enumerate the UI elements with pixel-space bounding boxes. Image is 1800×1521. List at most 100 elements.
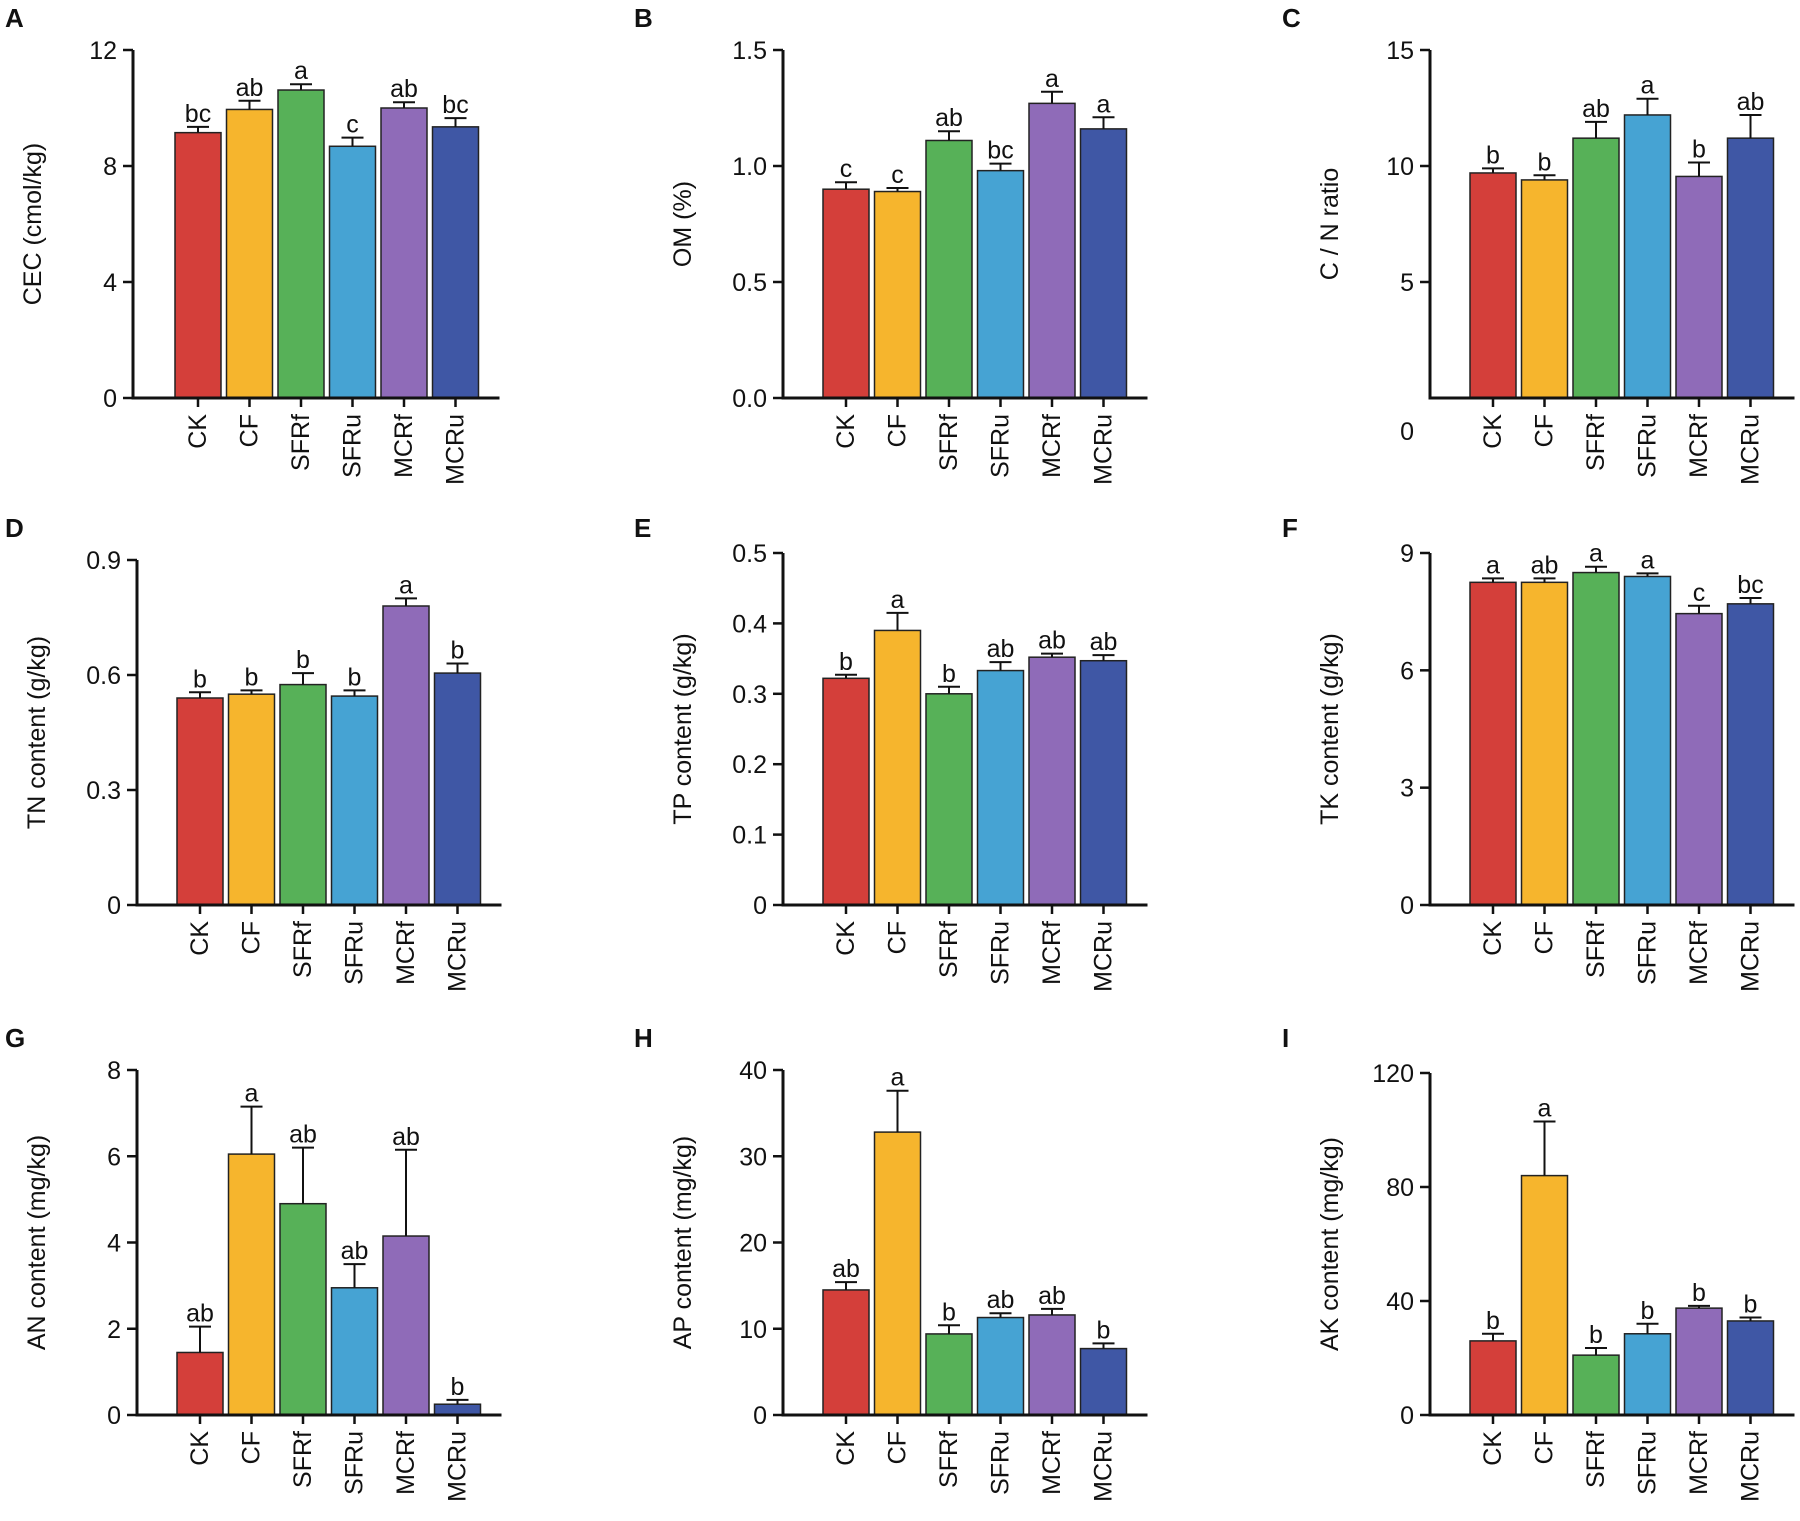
y-tick-label-d-3: 0.9 (86, 547, 121, 575)
y-tick-label-i-2: 80 (1386, 1174, 1414, 1202)
sig-letter-c-sfrf: ab (1582, 95, 1610, 123)
sig-letter-f-sfrf: a (1589, 540, 1603, 568)
chart-e: b CK a CF b SFRf ab SFRu ab MCRf ab MCRu 0 0.1 0.2 0.3 0… (669, 540, 1148, 992)
chart-a: bc CK ab CF a SFRf c SFRu ab MCRf bc MCRu 0 4 8 12 CEC (… (19, 37, 500, 485)
bar-a-sfrf (277, 89, 325, 399)
bar-a-ck (174, 131, 222, 399)
category-label-h-sfru: SFRu (987, 1431, 1015, 1495)
error-bar-a-mcrf (393, 101, 415, 108)
error-bar-d-cf (240, 689, 263, 695)
y-axis-title-c: C / N ratio (1316, 168, 1344, 281)
bar-e-cf (873, 629, 922, 906)
error-bar-i-mcrf (1688, 1304, 1710, 1309)
category-label-g-mcrf: MCRf (392, 1431, 420, 1495)
category-label-g-mcru: MCRu (444, 1431, 472, 1502)
sig-letter-d-cf: b (245, 663, 259, 691)
error-bar-e-ck (835, 673, 857, 679)
bar-i-mcru (1726, 1320, 1775, 1416)
error-bar-f-mcrf (1688, 604, 1710, 614)
panel-d-letter: D (5, 513, 24, 543)
sig-letter-d-mcru: b (451, 637, 465, 665)
y-tick-label-e-4: 0.4 (732, 610, 767, 638)
y-tick-label-e-3: 0.3 (732, 681, 767, 709)
y-axis-title-e: TP content (g/kg) (669, 633, 697, 824)
error-bar-h-sfrf (938, 1324, 960, 1334)
error-bar-d-mcrf (395, 597, 417, 606)
category-label-g-ck: CK (186, 1431, 214, 1466)
sig-letter-b-mcrf: a (1045, 65, 1059, 93)
error-bar-c-ck (1482, 167, 1504, 173)
category-label-c-mcrf: MCRf (1685, 414, 1713, 478)
bar-d-mcrf (382, 605, 430, 906)
bar-f-cf (1520, 581, 1569, 906)
category-label-e-sfrf: SFRf (935, 921, 963, 978)
sig-letter-f-ck: a (1486, 551, 1500, 579)
category-label-e-mcru: MCRu (1090, 921, 1118, 992)
bar-b-ck (822, 188, 870, 399)
category-label-i-mcrf: MCRf (1685, 1431, 1713, 1495)
y-tick-label-g-3: 6 (107, 1143, 121, 1171)
sig-letter-e-mcrf: ab (1038, 627, 1066, 655)
y-axis-title-d: TN content (g/kg) (23, 636, 51, 829)
error-bar-e-sfru (989, 661, 1012, 671)
bar-f-sfrf (1572, 571, 1620, 906)
category-label-a-sfru: SFRu (339, 414, 367, 478)
sig-letter-c-mcru: ab (1737, 88, 1765, 116)
category-label-b-sfrf: SFRf (935, 414, 963, 471)
category-label-i-sfrf: SFRf (1582, 1431, 1610, 1488)
error-bar-g-cf (240, 1105, 263, 1155)
sig-letter-c-sfru: a (1641, 72, 1655, 100)
error-bar-c-cf (1533, 174, 1556, 180)
error-bar-b-mcrf (1041, 90, 1063, 104)
bar-f-mcrf (1675, 612, 1723, 906)
sig-letter-i-sfrf: b (1589, 1321, 1603, 1349)
y-tick-label-g-2: 4 (107, 1230, 121, 1258)
error-bar-i-cf (1533, 1120, 1556, 1176)
y-tick-label-b-1: 0.5 (732, 269, 767, 297)
error-bar-h-mcru (1092, 1342, 1115, 1349)
sig-letter-e-sfru: ab (987, 635, 1015, 663)
error-bar-c-mcrf (1688, 161, 1710, 177)
y-tick-label-c-2: 15 (1386, 37, 1414, 65)
y-tick-label-i-1: 40 (1386, 1288, 1414, 1316)
sig-letter-i-mcru: b (1744, 1291, 1758, 1319)
bar-h-ck (822, 1289, 870, 1416)
error-bar-b-sfru (989, 162, 1012, 171)
panel-i-letter: I (1282, 1023, 1289, 1053)
sig-letter-h-mcru: b (1097, 1316, 1111, 1344)
y-tick-label-e-5: 0.5 (732, 540, 767, 568)
bar-d-mcru (433, 672, 482, 906)
bar-d-sfrf (279, 683, 327, 906)
sig-letter-f-sfru: a (1641, 546, 1655, 574)
sig-letter-b-mcru: a (1097, 90, 1111, 118)
error-bar-b-mcru (1092, 116, 1115, 129)
category-label-c-ck: CK (1479, 414, 1507, 449)
sig-letter-e-mcru: ab (1090, 628, 1118, 656)
sig-letter-e-cf: a (891, 586, 905, 614)
category-label-i-sfru: SFRu (1634, 1431, 1662, 1495)
error-bar-f-mcru (1739, 596, 1762, 604)
error-bar-e-mcrf (1041, 652, 1063, 658)
bar-b-sfru (976, 169, 1025, 399)
category-label-f-mcrf: MCRf (1685, 921, 1713, 985)
sig-letter-e-sfrf: b (942, 660, 956, 688)
error-bar-d-sfrf (292, 672, 314, 685)
sig-letter-d-sfrf: b (296, 646, 310, 674)
panel-d: D (5, 513, 24, 543)
bar-f-sfru (1623, 575, 1672, 906)
bar-c-sfru (1623, 114, 1672, 399)
category-label-d-mcru: MCRu (444, 921, 472, 992)
category-label-a-mcru: MCRu (442, 414, 470, 485)
category-label-a-mcrf: MCRf (390, 414, 418, 478)
error-bar-h-sfru (989, 1312, 1012, 1318)
panel-g: G (5, 1023, 25, 1053)
sig-letter-b-ck: c (840, 155, 853, 183)
sig-letter-g-cf: a (245, 1080, 259, 1108)
category-label-c-sfru: SFRu (1634, 414, 1662, 478)
error-bar-a-sfrf (290, 83, 312, 91)
y-tick-label-d-0: 0 (107, 892, 121, 920)
bar-b-cf (873, 190, 922, 399)
sig-letter-a-sfru: c (346, 111, 359, 139)
bar-a-mcrf (380, 107, 428, 399)
